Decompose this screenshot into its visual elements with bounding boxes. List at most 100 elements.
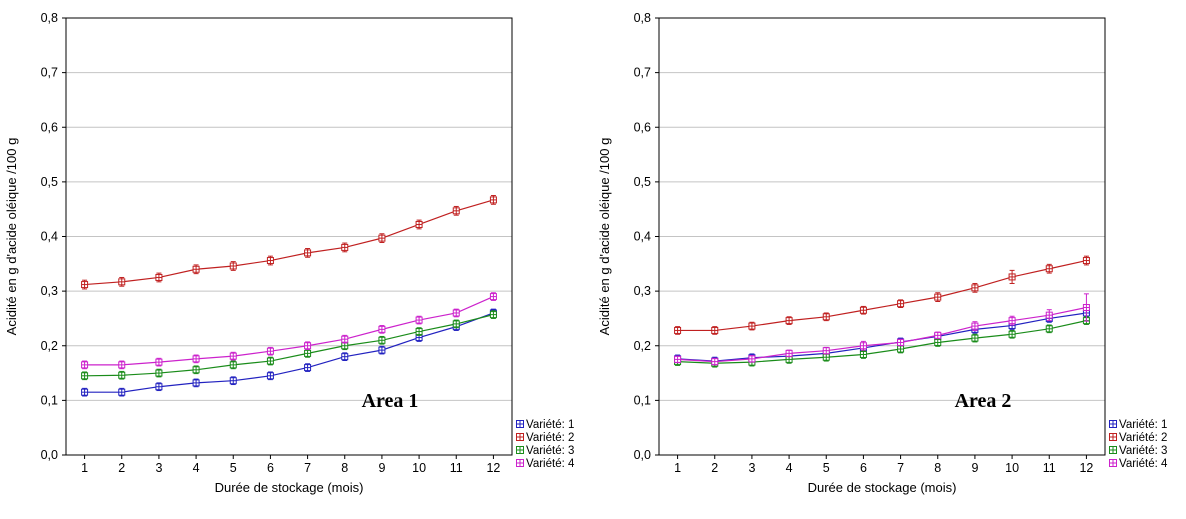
x-tick-label: 9 — [971, 461, 978, 475]
data-point-marker — [674, 326, 682, 334]
y-tick-label: 0,2 — [41, 339, 58, 353]
series-line — [84, 314, 494, 377]
data-point-marker — [785, 349, 793, 357]
y-tick-label: 0,2 — [634, 339, 651, 353]
data-point-marker — [81, 388, 89, 396]
data-point-marker — [155, 358, 163, 366]
data-point-marker — [266, 257, 274, 265]
data-point-marker — [1045, 325, 1053, 333]
data-point-marker — [785, 355, 793, 363]
legend-marker-icon — [1109, 459, 1117, 467]
data-point-marker — [378, 346, 386, 354]
data-point-marker — [489, 293, 497, 301]
y-tick-label: 0,1 — [41, 393, 58, 407]
data-point-marker — [489, 311, 497, 319]
data-point-marker — [266, 357, 274, 365]
x-tick-label: 12 — [486, 461, 500, 475]
data-point-marker — [118, 361, 126, 369]
data-point-marker — [1045, 311, 1053, 319]
data-point-marker — [897, 300, 905, 308]
y-axis-title: Acidité en g d'acide oléique /100 g — [4, 138, 19, 336]
x-tick-label: 4 — [193, 461, 200, 475]
data-point-marker — [378, 325, 386, 333]
data-point-marker — [934, 293, 942, 301]
x-tick-label: 11 — [1043, 461, 1056, 475]
x-axis: 1 2 3 4 5 6 7 8 9 10 11 12 — [674, 455, 1093, 475]
legend-item: Variété: 1 — [516, 419, 574, 431]
data-point-marker — [1008, 317, 1016, 325]
legend-marker-icon — [1109, 433, 1117, 441]
data-point-marker — [897, 345, 905, 353]
legend-label: Variété: 1 — [526, 419, 574, 431]
data-point-marker — [971, 322, 979, 330]
data-point-marker — [822, 353, 830, 361]
data-point-marker — [192, 265, 200, 273]
legend-item: Variété: 3 — [516, 445, 574, 457]
data-point-marker — [452, 309, 460, 317]
data-point-marker — [1008, 273, 1016, 281]
data-point-marker — [81, 361, 89, 369]
data-point-marker — [229, 352, 237, 360]
x-tick-label: 11 — [450, 461, 463, 475]
legend-label: Variété: 1 — [1119, 419, 1167, 431]
legend-item: Variété: 2 — [1109, 432, 1167, 444]
data-point-marker — [415, 220, 423, 228]
data-point-marker — [711, 358, 719, 366]
x-tick-label: 8 — [341, 461, 348, 475]
series-4 — [674, 293, 1090, 366]
series-line — [84, 312, 494, 393]
legend-label: Variété: 4 — [1119, 458, 1168, 470]
x-tick-label: 2 — [711, 461, 718, 475]
x-tick-label: 1 — [81, 461, 88, 475]
data-point-marker — [81, 372, 89, 380]
legend-item: Variété: 1 — [1109, 419, 1167, 431]
series-line — [677, 306, 1087, 363]
data-point-marker — [452, 207, 460, 215]
legend-label: Variété: 4 — [526, 458, 575, 470]
data-point-marker — [229, 377, 237, 385]
y-tick-label: 0,7 — [41, 66, 58, 80]
data-point-marker — [971, 284, 979, 292]
data-point-marker — [859, 306, 867, 314]
series-line — [677, 312, 1087, 362]
data-point-marker — [192, 355, 200, 363]
series-2 — [674, 255, 1090, 335]
x-tick-label: 10 — [412, 461, 426, 475]
series-line — [677, 259, 1087, 332]
series-line — [84, 199, 494, 286]
legend-marker-icon — [516, 459, 524, 467]
data-point-marker — [229, 361, 237, 369]
data-point-marker — [711, 326, 719, 334]
legend-label: Variété: 2 — [526, 432, 574, 444]
x-tick-label: 3 — [155, 461, 162, 475]
series-line — [84, 296, 494, 366]
data-point-marker — [1082, 257, 1090, 265]
data-point-marker — [266, 372, 274, 380]
series-4 — [81, 292, 497, 370]
data-point-marker — [304, 342, 312, 350]
data-point-marker — [378, 234, 386, 242]
y-tick-label: 0,1 — [634, 393, 651, 407]
data-point-marker — [934, 338, 942, 346]
data-point-marker — [971, 334, 979, 342]
data-point-marker — [341, 243, 349, 251]
data-point-marker — [489, 196, 497, 204]
x-tick-label: 6 — [860, 461, 867, 475]
legend-marker-icon — [1109, 446, 1117, 454]
x-tick-label: 7 — [897, 461, 904, 475]
data-point-marker — [897, 338, 905, 346]
data-point-marker — [229, 262, 237, 270]
legend-item: Variété: 4 — [1109, 458, 1168, 470]
data-point-marker — [341, 353, 349, 361]
data-point-marker — [934, 331, 942, 339]
data-point-marker — [81, 281, 89, 289]
data-point-marker — [341, 335, 349, 343]
chart-area-1: 0,00,10,20,30,40,50,60,70,81 2 3 4 5 6 7 8 9 10 11… — [4, 11, 575, 495]
chart-panel-area-2: 0,0 0,1 0,2 0,3 0,4 0,5 0,6 0,7 0,8 1 2 3 4 5 6 7 8 9 10 11… — [593, 0, 1186, 519]
legend-marker-icon — [516, 420, 524, 428]
y-tick-label: 0,8 — [634, 11, 651, 25]
data-point-marker — [118, 278, 126, 286]
x-tick-label: 5 — [230, 461, 237, 475]
y-tick-label: 0,3 — [41, 284, 58, 298]
data-point-marker — [118, 388, 126, 396]
